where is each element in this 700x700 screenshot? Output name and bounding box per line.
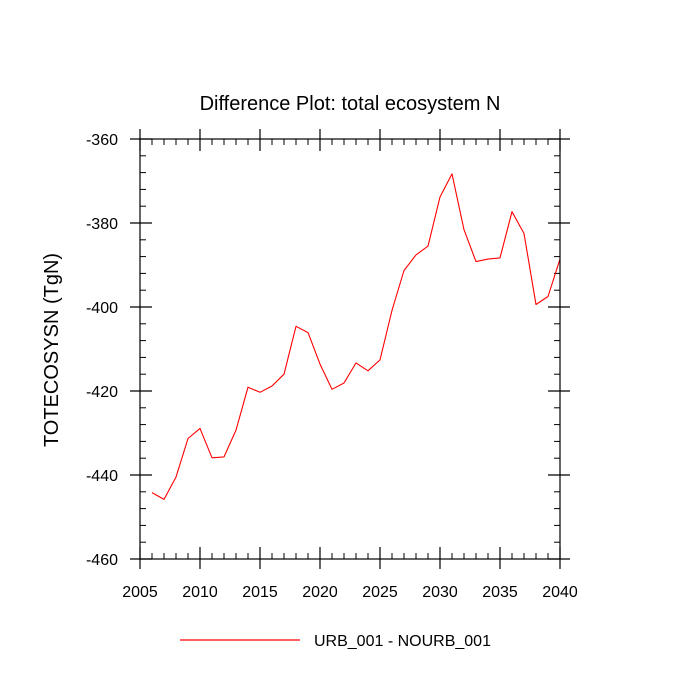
chart-title: Difference Plot: total ecosystem N [200, 93, 501, 115]
x-tick-label: 2035 [482, 584, 518, 601]
x-tick-label: 2020 [302, 584, 338, 601]
legend: URB_001 - NOURB_001 [180, 633, 491, 650]
y-tick-label: -360 [86, 132, 118, 149]
minor-ticks [140, 139, 560, 559]
x-tick-label: 2005 [122, 584, 158, 601]
y-tick-label: -400 [86, 300, 118, 317]
y-tick-labels: -460 -440 -420 -400 -380 -360 [86, 132, 118, 569]
y-tick-label: -460 [86, 552, 118, 569]
plot-frame [139, 138, 561, 560]
major-ticks [130, 129, 570, 569]
y-axis-label: TOTECOSYSN (TgN) [41, 253, 63, 447]
x-tick-label: 2030 [422, 584, 458, 601]
x-tick-label: 2010 [182, 584, 218, 601]
y-tick-label: -380 [86, 216, 118, 233]
x-tick-labels: 2005 2010 2015 2020 2025 2030 2035 2040 [122, 584, 578, 601]
series-layer [151, 173, 561, 500]
x-tick-label: 2040 [542, 584, 578, 601]
y-tick-label: -440 [86, 468, 118, 485]
y-tick-label: -420 [86, 384, 118, 401]
x-tick-label: 2025 [362, 584, 398, 601]
legend-label: URB_001 - NOURB_001 [314, 633, 491, 650]
x-tick-label: 2015 [242, 584, 278, 601]
series-line [151, 173, 561, 500]
